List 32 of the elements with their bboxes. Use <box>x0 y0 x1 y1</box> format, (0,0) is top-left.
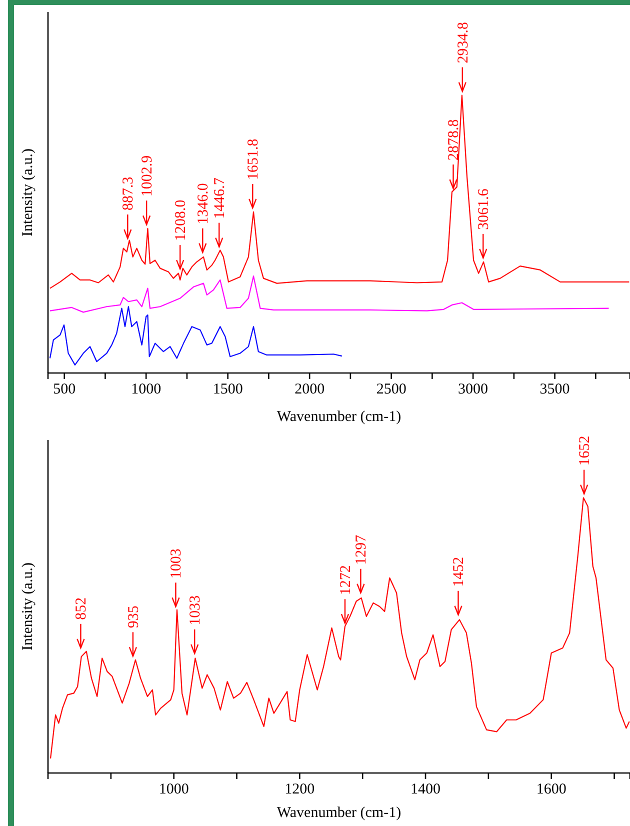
annotation: 1208.0 <box>173 200 190 242</box>
y-axis-title: Intensity (a.u.) <box>20 562 36 650</box>
x-tick-label: 1400 <box>410 782 441 798</box>
annotation: 1272 <box>338 565 354 596</box>
x-tick-label: 2000 <box>294 382 325 398</box>
x-tick-label: 500 <box>53 382 76 398</box>
x-tick-label: 1000 <box>131 382 162 398</box>
x-tick-label: 1500 <box>212 382 243 398</box>
annotation: 1651.8 <box>246 138 262 180</box>
annotation: 1446.7 <box>212 177 228 219</box>
x-tick-label: 2500 <box>376 382 406 398</box>
annotation: 1346.0 <box>196 183 212 224</box>
annotation: 1452 <box>451 556 468 587</box>
x-axis-title: Wavenumber (cm-1) <box>276 409 402 425</box>
y-axis-title: Intensity (a.u.) <box>20 148 36 236</box>
annotation: 1297 <box>354 534 370 565</box>
annotation: 1652 <box>577 436 594 466</box>
annotation: 2878.8 <box>446 119 462 160</box>
x-tick-label: 3500 <box>540 382 570 398</box>
x-tick-label: 1200 <box>284 782 315 798</box>
annotation: 1003 <box>168 548 185 579</box>
annotation: 3061.6 <box>476 188 492 230</box>
x-tick-label: 1000 <box>158 782 189 798</box>
annotation: 887.3 <box>120 176 137 210</box>
annotation: 1002.9 <box>140 155 156 197</box>
annotation: 935 <box>126 606 142 628</box>
annotation: 852 <box>74 597 90 620</box>
annotation: 2934.8 <box>455 22 472 64</box>
x-tick-label: 3000 <box>458 382 488 398</box>
x-tick-label: 1600 <box>536 782 566 798</box>
x-axis-title: Wavenumber (cm-1) <box>276 805 402 821</box>
annotation: 1033 <box>188 595 204 626</box>
